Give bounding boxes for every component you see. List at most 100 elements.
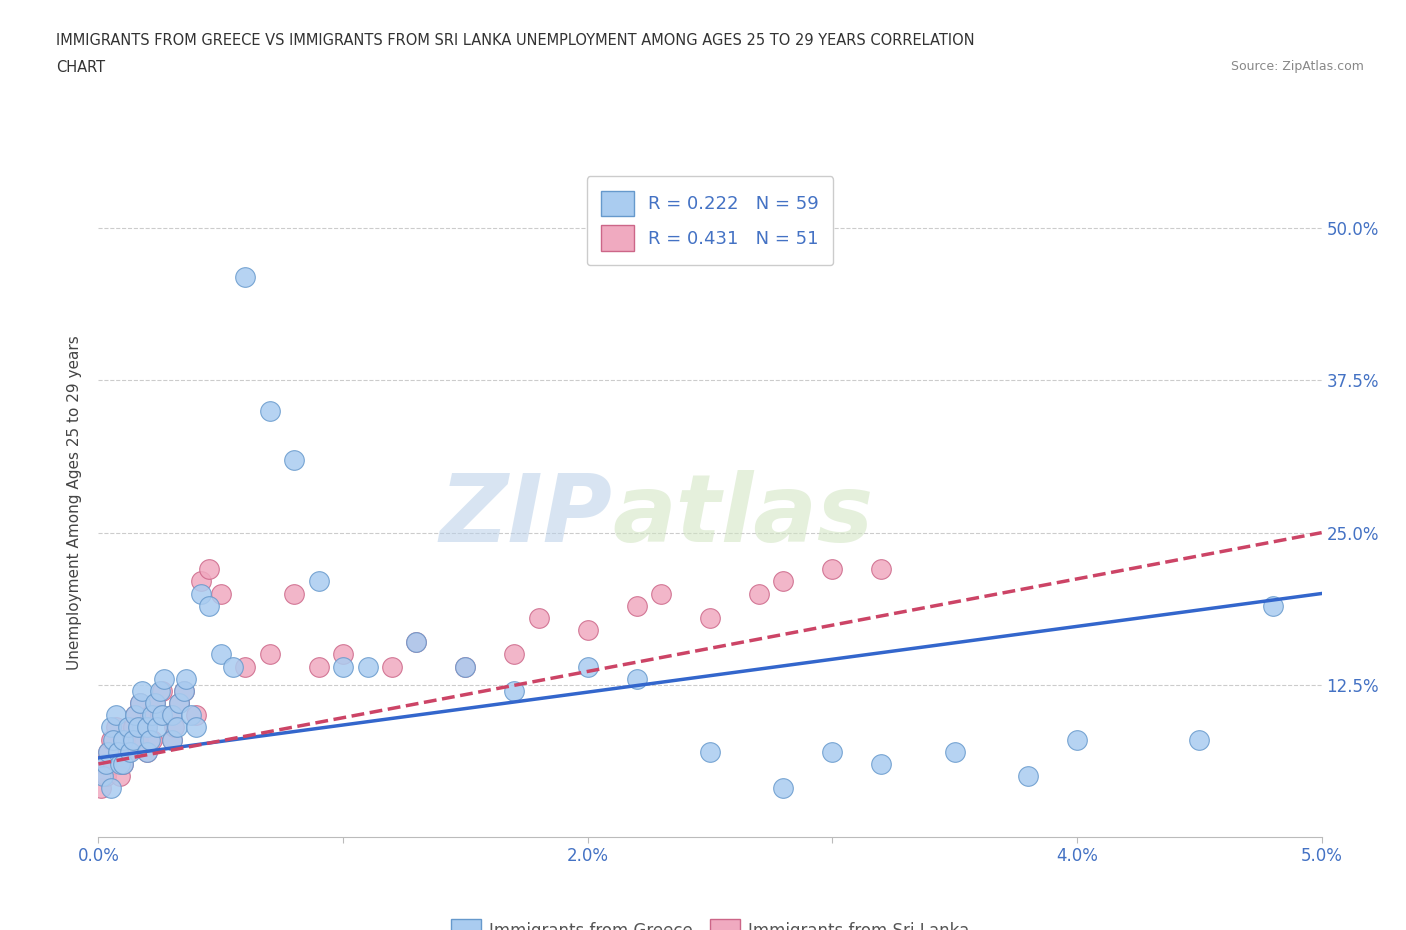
Point bbox=[405, 635, 427, 650]
Point bbox=[186, 720, 208, 735]
Point bbox=[332, 647, 354, 662]
Point bbox=[136, 744, 159, 759]
Point bbox=[107, 744, 129, 759]
Point bbox=[650, 586, 672, 601]
Point bbox=[356, 659, 378, 674]
Point bbox=[233, 270, 256, 285]
Point bbox=[117, 720, 139, 735]
Legend: Immigrants from Greece, Immigrants from Sri Lanka: Immigrants from Greece, Immigrants from … bbox=[444, 912, 976, 930]
Point bbox=[160, 708, 183, 723]
Point bbox=[209, 647, 232, 662]
Point bbox=[626, 598, 648, 613]
Point bbox=[576, 622, 599, 637]
Text: ZIP: ZIP bbox=[439, 470, 612, 562]
Point bbox=[150, 684, 173, 698]
Point bbox=[821, 744, 844, 759]
Point bbox=[209, 586, 232, 601]
Point bbox=[91, 769, 114, 784]
Point bbox=[110, 756, 132, 771]
Point bbox=[176, 671, 198, 686]
Point bbox=[308, 574, 330, 589]
Point bbox=[332, 659, 354, 674]
Text: atlas: atlas bbox=[612, 470, 873, 562]
Point bbox=[166, 720, 188, 735]
Point bbox=[104, 720, 127, 735]
Y-axis label: Unemployment Among Ages 25 to 29 years: Unemployment Among Ages 25 to 29 years bbox=[67, 335, 83, 670]
Point bbox=[153, 671, 176, 686]
Point bbox=[160, 732, 183, 747]
Point bbox=[233, 659, 256, 674]
Point bbox=[94, 769, 117, 784]
Text: Source: ZipAtlas.com: Source: ZipAtlas.com bbox=[1230, 60, 1364, 73]
Point bbox=[772, 781, 794, 796]
Point bbox=[136, 720, 159, 735]
Point bbox=[943, 744, 966, 759]
Point bbox=[143, 696, 166, 711]
Point bbox=[167, 696, 190, 711]
Point bbox=[97, 744, 120, 759]
Point bbox=[503, 684, 526, 698]
Point bbox=[143, 696, 166, 711]
Point bbox=[107, 744, 129, 759]
Point bbox=[129, 696, 152, 711]
Point bbox=[90, 781, 112, 796]
Point bbox=[141, 732, 163, 747]
Point bbox=[167, 696, 190, 711]
Point bbox=[149, 708, 172, 723]
Point bbox=[141, 708, 163, 723]
Point bbox=[150, 708, 173, 723]
Point bbox=[160, 708, 183, 723]
Point bbox=[173, 684, 195, 698]
Point bbox=[454, 659, 477, 674]
Point bbox=[699, 744, 721, 759]
Point bbox=[870, 562, 893, 577]
Point bbox=[131, 720, 153, 735]
Point bbox=[104, 708, 127, 723]
Point bbox=[136, 720, 159, 735]
Point bbox=[127, 732, 149, 747]
Point bbox=[111, 756, 134, 771]
Point bbox=[97, 744, 120, 759]
Point bbox=[160, 732, 183, 747]
Point bbox=[101, 756, 124, 771]
Point bbox=[180, 708, 202, 723]
Point bbox=[101, 732, 124, 747]
Point bbox=[121, 732, 143, 747]
Point bbox=[173, 684, 195, 698]
Point bbox=[186, 708, 208, 723]
Point bbox=[111, 756, 134, 771]
Point bbox=[870, 756, 893, 771]
Point bbox=[1188, 732, 1211, 747]
Point bbox=[197, 562, 219, 577]
Point bbox=[772, 574, 794, 589]
Point bbox=[124, 708, 146, 723]
Point bbox=[110, 769, 132, 784]
Point bbox=[626, 671, 648, 686]
Point bbox=[454, 659, 477, 674]
Point bbox=[100, 732, 122, 747]
Point bbox=[149, 684, 172, 698]
Point bbox=[381, 659, 404, 674]
Point bbox=[699, 610, 721, 625]
Point bbox=[136, 744, 159, 759]
Point bbox=[163, 720, 186, 735]
Point bbox=[111, 732, 134, 747]
Point bbox=[139, 732, 162, 747]
Point bbox=[1017, 769, 1039, 784]
Point bbox=[129, 696, 152, 711]
Point bbox=[146, 720, 169, 735]
Point bbox=[100, 781, 122, 796]
Point bbox=[503, 647, 526, 662]
Point bbox=[190, 574, 212, 589]
Point bbox=[114, 732, 136, 747]
Point bbox=[748, 586, 770, 601]
Point bbox=[117, 744, 139, 759]
Point bbox=[1066, 732, 1088, 747]
Point bbox=[259, 647, 281, 662]
Point bbox=[127, 720, 149, 735]
Point bbox=[131, 684, 153, 698]
Point bbox=[197, 598, 219, 613]
Point bbox=[190, 586, 212, 601]
Point bbox=[283, 586, 305, 601]
Point bbox=[94, 756, 117, 771]
